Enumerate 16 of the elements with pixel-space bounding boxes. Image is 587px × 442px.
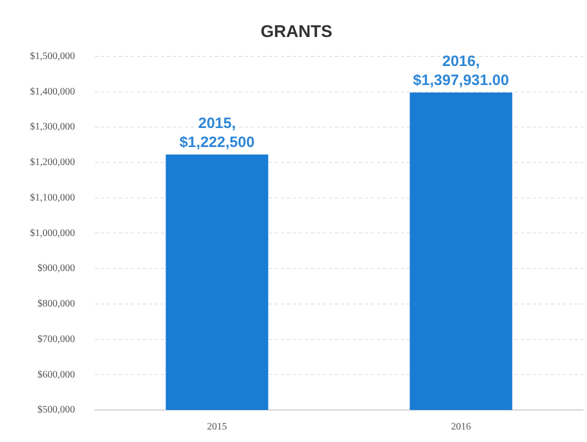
y-tick-label: $800,000	[38, 298, 75, 310]
y-tick-label: $1,400,000	[30, 86, 75, 98]
y-tick-label: $500,000	[38, 404, 75, 416]
chart-title: GRANTS	[260, 22, 332, 41]
data-label: 2016, $1,397,931.00	[413, 53, 509, 90]
y-tick-label: $600,000	[38, 369, 75, 380]
y-tick-label: $1,200,000	[30, 157, 75, 168]
x-tick-label: 2016	[451, 422, 471, 433]
y-tick-label: $1,500,000	[30, 51, 75, 62]
y-tick-label: $1,300,000	[30, 122, 75, 133]
y-tick-label: $900,000	[38, 263, 75, 274]
x-tick-label: 2015	[207, 422, 227, 433]
y-tick-label: $700,000	[38, 334, 75, 345]
data-label: 2015, $1,222,500	[179, 115, 255, 152]
y-tick-label: $1,000,000	[30, 228, 75, 239]
y-tick-label: $1,100,000	[30, 192, 75, 204]
